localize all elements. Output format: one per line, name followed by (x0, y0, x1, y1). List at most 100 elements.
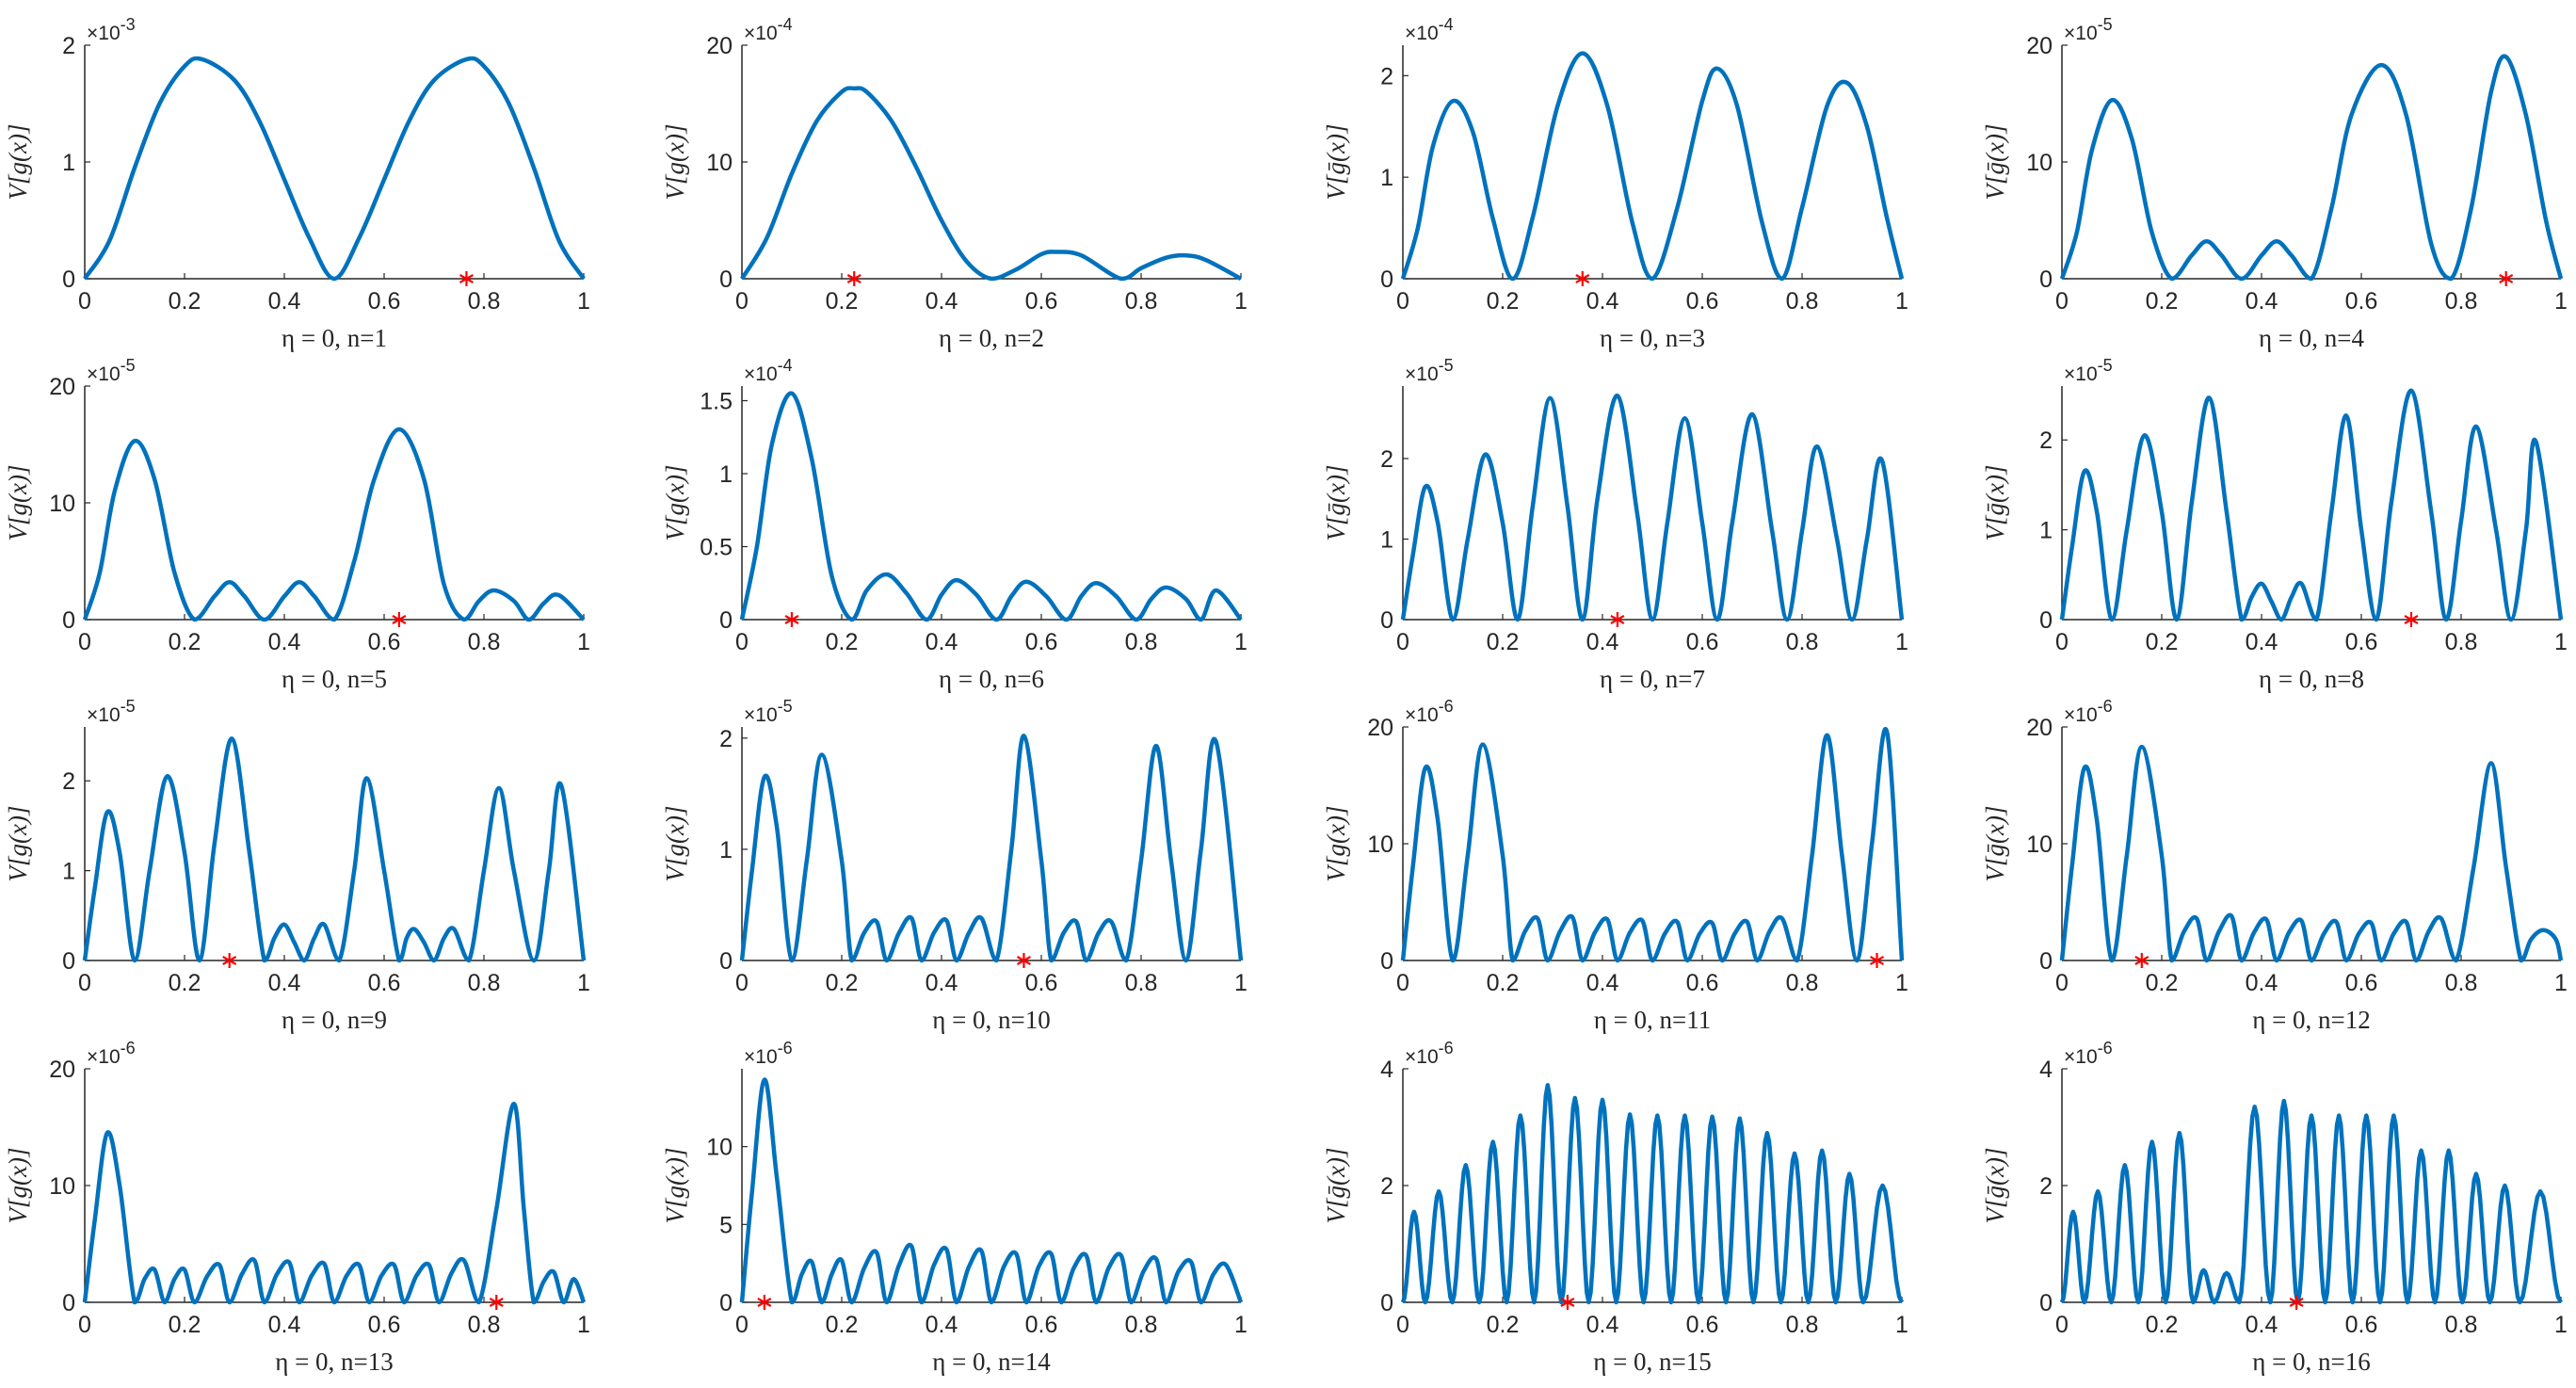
x-tick-label: 0 (2055, 970, 2069, 996)
series-line (82, 736, 587, 963)
exponent-label: ×10-5 (87, 697, 136, 726)
marker-point (784, 612, 799, 627)
x-tick-label: 0.6 (1686, 1312, 1719, 1338)
y-tick-label: 0 (2039, 266, 2053, 293)
marker-point (2134, 953, 2149, 968)
exponent-label: ×10-5 (87, 356, 136, 385)
y-tick-label: 10 (706, 150, 733, 176)
series-line (739, 1077, 1244, 1305)
y-tick-label: 0 (1380, 607, 1393, 634)
y-tick-label: 20 (1367, 715, 1393, 741)
y-tick-label: 2 (1380, 446, 1393, 473)
x-tick-label: 0.4 (926, 1312, 958, 1338)
exponent-label: ×10-4 (744, 356, 793, 385)
x-tick-label: 0.2 (1487, 1312, 1520, 1338)
x-tick-label: 1 (2554, 629, 2568, 655)
x-axis-label: η = 0, n=14 (932, 1348, 1051, 1376)
series-line (82, 427, 586, 622)
x-tick-label: 0 (735, 288, 749, 315)
x-axis-label: η = 0, n=15 (1593, 1348, 1712, 1376)
y-tick-label: 0 (719, 948, 733, 975)
x-tick-label: 1 (1895, 288, 1908, 315)
x-tick-label: 0 (1396, 288, 1409, 315)
y-tick-label: 1 (719, 837, 733, 863)
exponent-label: ×10-5 (2064, 15, 2113, 44)
x-tick-label: 0 (2055, 1312, 2069, 1338)
x-tick-label: 0.6 (1025, 970, 1058, 996)
x-tick-label: 0 (78, 629, 91, 655)
x-tick-label: 0.2 (2146, 970, 2179, 996)
x-tick-label: 1 (1234, 1312, 1248, 1338)
x-tick-label: 0 (1396, 629, 1409, 655)
marker-point (222, 953, 237, 968)
x-axis-label: η = 0, n=16 (2252, 1348, 2371, 1376)
marker-point (489, 1295, 504, 1310)
y-axis-label: V[g(x)] (4, 806, 32, 882)
x-tick-label: 0.4 (268, 970, 301, 996)
series-line (1400, 1083, 1905, 1305)
x-tick-label: 0.2 (1487, 629, 1520, 655)
x-tick-label: 1 (577, 288, 590, 315)
y-axis-label: V[ḡ(x)] (1981, 1148, 2009, 1224)
series-line (739, 734, 1244, 963)
exponent-label: ×10-3 (87, 15, 136, 44)
x-tick-label: 0.8 (2445, 288, 2478, 315)
marker-point (2404, 612, 2419, 627)
x-tick-label: 0.8 (1786, 970, 1819, 996)
x-tick-label: 0.4 (2246, 288, 2278, 315)
x-tick-label: 0.4 (926, 288, 958, 315)
y-tick-label: 0 (1380, 1290, 1393, 1316)
subplot-3: 0 0.2 0.4 0.6 0.8 1 0 1 2 ×10-4 V[ḡ(x)] η = 0, n=3 (1322, 15, 1908, 352)
y-tick-label: 0 (719, 607, 733, 634)
exponent-label: ×10-5 (2064, 356, 2113, 385)
y-tick-label: 0 (62, 948, 75, 975)
y-axis-label: V[ḡ(x)] (1981, 465, 2009, 541)
x-tick-label: 1 (1234, 970, 1248, 996)
subplot-6: 0 0.2 0.4 0.6 0.8 1 0 0.5 1 1.5 ×10-4 V[g(x)] η = 0,… (661, 356, 1248, 693)
x-tick-label: 0 (735, 1312, 749, 1338)
y-tick-label: 20 (49, 1057, 75, 1083)
x-tick-label: 0.6 (368, 288, 401, 315)
y-tick-label: 0 (62, 1290, 75, 1316)
x-tick-label: 0.4 (2246, 970, 2278, 996)
y-tick-label: 2 (2039, 428, 2053, 454)
x-axis-label: η = 0, n=13 (275, 1348, 394, 1376)
exponent-label: ×10-6 (1405, 1039, 1454, 1068)
x-tick-label: 1 (1895, 970, 1908, 996)
x-tick-label: 0.4 (1586, 970, 1619, 996)
x-axis-label: η = 0, n=6 (939, 665, 1044, 693)
y-tick-label: 10 (2026, 831, 2053, 858)
x-tick-label: 1 (1895, 1312, 1908, 1338)
x-tick-label: 0.2 (1487, 970, 1520, 996)
x-tick-label: 0.6 (368, 970, 401, 996)
x-tick-label: 0.2 (169, 629, 201, 655)
marker-point (1560, 1295, 1575, 1310)
y-tick-label: 2 (2039, 1173, 2053, 1200)
y-tick-label: 2 (1380, 63, 1393, 89)
y-tick-label: 20 (706, 33, 733, 59)
x-tick-label: 1 (1895, 629, 1908, 655)
x-tick-label: 0.6 (1025, 629, 1058, 655)
exponent-label: ×10-4 (1405, 15, 1454, 44)
x-tick-label: 0.4 (2246, 629, 2278, 655)
x-tick-label: 0.2 (826, 1312, 859, 1338)
x-tick-label: 0.4 (2246, 1312, 2278, 1338)
y-tick-label: 10 (1367, 831, 1393, 858)
y-axis-label: V[g(x)] (661, 1148, 689, 1224)
x-axis-label: η = 0, n=7 (1600, 665, 1705, 693)
x-tick-label: 0.6 (1025, 288, 1058, 315)
y-tick-label: 1 (62, 859, 75, 885)
x-tick-label: 0.6 (1686, 629, 1719, 655)
x-tick-label: 0.2 (826, 629, 859, 655)
y-tick-label: 10 (49, 491, 75, 517)
y-tick-label: 1 (62, 150, 75, 176)
x-axis-label: η = 0, n=11 (1594, 1006, 1712, 1034)
x-tick-label: 0.8 (468, 629, 501, 655)
x-tick-label: 0.2 (2146, 288, 2179, 315)
marker-point (1575, 271, 1590, 286)
